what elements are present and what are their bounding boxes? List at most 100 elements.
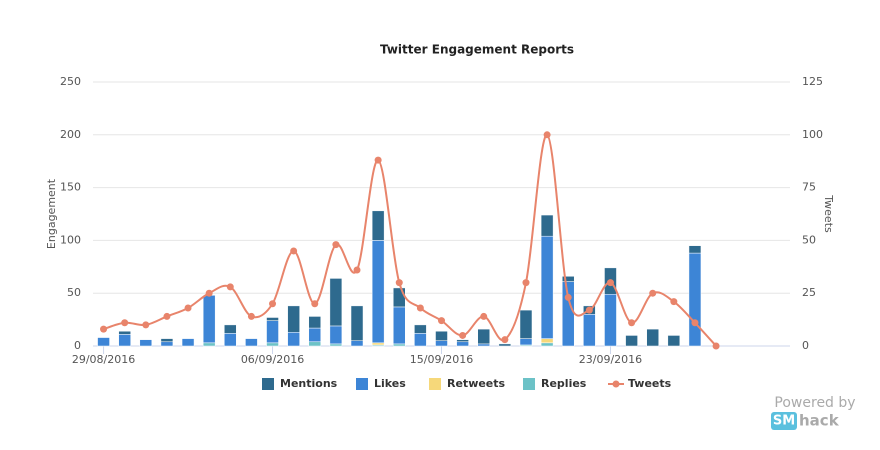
bar-segment (561, 276, 575, 282)
bar-segment (139, 339, 153, 347)
bar-segment (604, 294, 617, 347)
y2-tick-label: 0 (802, 339, 809, 352)
x-tick-label: 29/08/2016 (72, 353, 135, 366)
tweets-point (691, 319, 699, 327)
legend-label: Retweets (447, 377, 506, 390)
y-tick-label: 0 (74, 339, 81, 352)
watermark: Powered by SM hack (771, 395, 856, 430)
legend-marker (612, 380, 620, 388)
y-tick-label: 100 (60, 233, 81, 246)
tweets-point (543, 131, 551, 139)
bar-segment (414, 324, 427, 334)
legend-label: Tweets (628, 377, 672, 390)
tweets-point (332, 241, 340, 249)
watermark-brand: hack (799, 412, 840, 430)
bar-segment (393, 306, 406, 345)
bar-segment (625, 335, 638, 347)
bar-segment (202, 295, 216, 344)
y-tick-label: 200 (60, 128, 81, 141)
bar-segment (97, 337, 110, 347)
bar-segment (118, 330, 131, 335)
tweets-point (121, 319, 129, 327)
y2-tick-label: 100 (802, 128, 823, 141)
legend-swatch (429, 378, 441, 390)
bar-segment (519, 338, 533, 346)
bar-segment (371, 240, 385, 344)
bar-segment (371, 210, 385, 241)
x-tick-label: 06/09/2016 (241, 353, 304, 366)
tweets-point (290, 247, 298, 255)
bar-segment (350, 305, 364, 341)
tweets-point (628, 319, 636, 327)
x-tick-label: 23/09/2016 (579, 353, 642, 366)
bar-segment (688, 245, 702, 254)
bar-segment (519, 309, 533, 339)
bar-segment (245, 338, 258, 347)
bar-segment (266, 320, 279, 344)
legend-label: Mentions (280, 377, 338, 390)
y-tick-label: 50 (67, 286, 81, 299)
tweets-point (184, 304, 192, 312)
bar-segment (224, 333, 237, 347)
bar-segment (350, 340, 364, 347)
bar-segment (308, 341, 322, 347)
bar-segment (540, 214, 554, 237)
tweets-point (585, 306, 593, 314)
bar-segment (498, 343, 512, 347)
y-axis-label: Engagement (45, 178, 58, 249)
bar-segment (266, 317, 279, 321)
bar-segment (583, 314, 596, 347)
tweets-point (480, 312, 488, 320)
y-tick-label: 250 (60, 75, 81, 88)
watermark-text: Powered by (774, 395, 855, 411)
tweets-point (501, 336, 509, 344)
tweets-point (163, 312, 171, 320)
tweets-point (649, 289, 657, 297)
tweets-point (374, 156, 382, 164)
tweets-point (269, 300, 277, 308)
bar-segment (393, 343, 406, 347)
bar-segment (160, 338, 174, 343)
bar-segment (329, 278, 343, 327)
tweets-point (226, 283, 234, 291)
tweets-point (564, 293, 572, 301)
tweets-point (712, 342, 720, 350)
bar-segment (266, 342, 279, 347)
legend-label: Replies (541, 377, 587, 390)
y2-tick-label: 50 (802, 233, 816, 246)
bar-segment (287, 332, 300, 347)
tweets-point (438, 317, 445, 325)
bar-segment (308, 316, 322, 329)
tweets-point (205, 289, 213, 297)
bar-segment (414, 333, 427, 347)
bar-segment (540, 338, 554, 344)
y2-axis-label: Tweets (822, 194, 835, 233)
legend-label: Likes (374, 377, 406, 390)
y2-tick-label: 125 (802, 75, 823, 88)
chart-title: Twitter Engagement Reports (380, 43, 574, 57)
bar-segment (435, 330, 448, 341)
bar-segment (688, 252, 702, 347)
tweets-point (522, 279, 530, 287)
bar-segment (435, 340, 448, 347)
tweets-point (311, 300, 319, 308)
bar-segment (287, 305, 300, 333)
tweets-point (247, 312, 255, 320)
tweets-point (459, 331, 467, 339)
legend-swatch (523, 378, 535, 390)
watermark-brand: SM (773, 414, 795, 429)
bar-segment (202, 342, 216, 347)
bar-segment (118, 334, 131, 347)
bar-segment (477, 343, 490, 347)
bar-segment (181, 338, 195, 347)
bar-segment (371, 342, 385, 346)
bar-segment (456, 341, 469, 347)
bar-segment (646, 328, 659, 347)
y-tick-label: 150 (60, 181, 81, 194)
bar-segment (393, 287, 406, 308)
bar-segment (540, 342, 554, 347)
watermark-badge (771, 412, 797, 430)
tweets-point (353, 266, 361, 274)
bar-segment (561, 281, 575, 347)
